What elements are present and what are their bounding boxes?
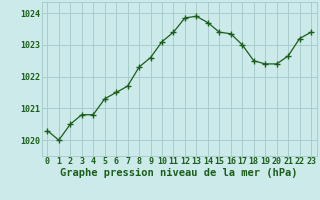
X-axis label: Graphe pression niveau de la mer (hPa): Graphe pression niveau de la mer (hPa) — [60, 168, 298, 178]
